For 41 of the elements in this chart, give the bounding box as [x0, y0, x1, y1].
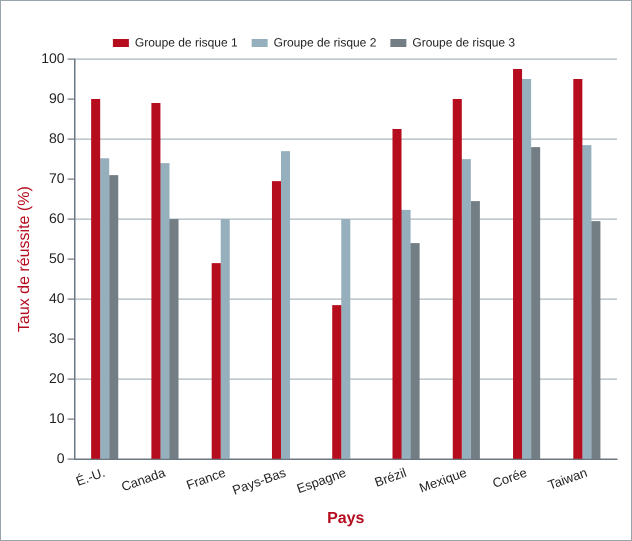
x-tick-label: Mexique: [417, 464, 469, 496]
x-tick-label: Canada: [119, 464, 168, 494]
bar: [100, 158, 110, 459]
x-tick-label: É.-U.: [74, 464, 107, 489]
x-tick-label: Brézil: [372, 464, 408, 490]
legend-label: Groupe de risque 3: [412, 35, 516, 50]
bar: [272, 181, 281, 459]
bar: [573, 79, 582, 459]
bar: [91, 99, 100, 459]
bar: [582, 145, 592, 459]
bar: [280, 151, 290, 459]
y-tick-label: 0: [56, 450, 65, 466]
x-axis-title: Pays: [327, 510, 365, 527]
y-axis-title: Taux de réussite (%): [16, 186, 34, 332]
y-tick-label: 90: [48, 90, 65, 106]
x-tick-label: Corée: [490, 464, 529, 491]
y-tick-label: 100: [41, 50, 65, 66]
legend-label: Groupe de risque 1: [134, 35, 238, 50]
x-tick-label: Taiwan: [546, 464, 590, 493]
y-tick-label: 80: [48, 130, 65, 146]
bar: [522, 79, 532, 459]
bar: [151, 103, 160, 459]
y-tick-label: 70: [48, 170, 65, 186]
bar: [462, 159, 471, 459]
y-tick-label: 50: [48, 250, 65, 266]
legend-label: Groupe de risque 2: [274, 35, 377, 50]
y-tick-label: 40: [48, 290, 65, 306]
bar: [220, 219, 230, 459]
bar: [402, 210, 411, 459]
bar: [513, 69, 522, 459]
y-tick-label: 20: [48, 370, 65, 386]
bar: [341, 219, 350, 459]
bar: [392, 129, 402, 459]
bar: [160, 163, 170, 459]
bar: [452, 99, 462, 459]
y-tick-label: 10: [48, 410, 65, 426]
x-tick-label: France: [184, 464, 228, 493]
y-tick-label: 60: [48, 210, 65, 226]
bar: [212, 263, 221, 459]
y-tick-label: 30: [48, 330, 65, 346]
bar: [332, 305, 342, 459]
